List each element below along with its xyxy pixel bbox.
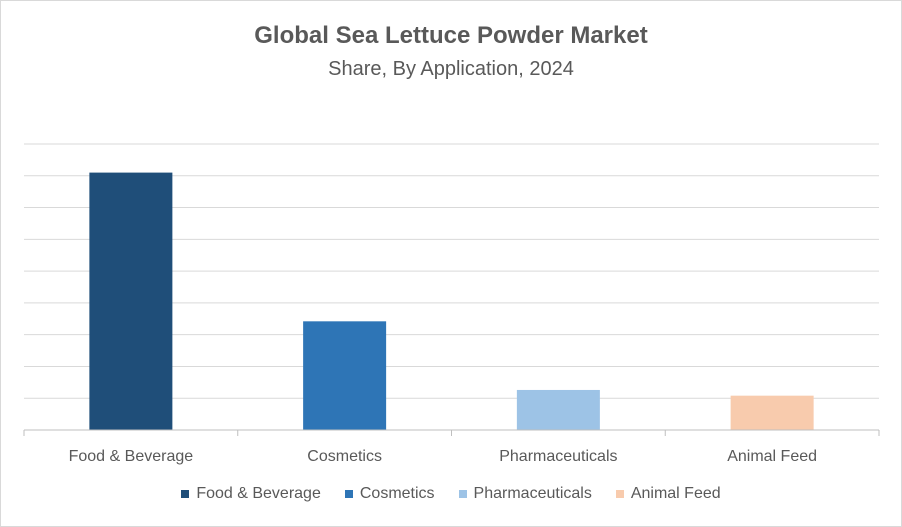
bar-animal-feed xyxy=(730,395,814,430)
bar-food-beverage xyxy=(89,172,173,430)
x-tick-label: Animal Feed xyxy=(727,448,817,465)
bar-pharmaceuticals xyxy=(516,389,600,430)
legend: Food & Beverage Cosmetics Pharmaceuticals A… xyxy=(1,485,901,503)
legend-label: Animal Feed xyxy=(630,485,721,502)
legend-label: Pharmaceuticals xyxy=(473,485,592,502)
legend-swatch xyxy=(458,490,467,498)
chart-title: Global Sea Lettuce Powder Market xyxy=(254,22,648,49)
bar-cosmetics xyxy=(303,321,387,430)
legend-item: Animal Feed xyxy=(615,485,721,503)
legend-item: Pharmaceuticals xyxy=(458,485,592,503)
x-tick-label: Food & Beverage xyxy=(69,448,194,465)
legend-label: Cosmetics xyxy=(359,485,435,502)
legend-item: Cosmetics xyxy=(344,485,435,503)
x-axis: Food & Beverage Cosmetics Pharmaceuticals A… xyxy=(23,429,880,465)
legend-label: Food & Beverage xyxy=(196,485,321,502)
bars xyxy=(89,172,814,430)
legend-swatch xyxy=(344,490,353,498)
x-tick-label: Pharmaceuticals xyxy=(499,448,617,465)
legend-swatch xyxy=(615,490,624,498)
legend-swatch xyxy=(181,490,190,498)
chart-subtitle: Share, By Application, 2024 xyxy=(328,58,574,80)
x-tick-label: Cosmetics xyxy=(307,448,382,465)
legend-item: Food & Beverage xyxy=(181,485,321,503)
